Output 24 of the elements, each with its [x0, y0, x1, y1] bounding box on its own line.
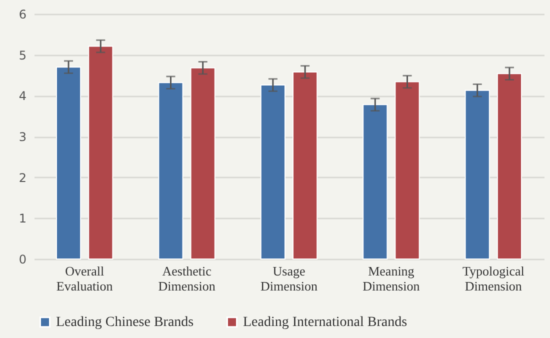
x-tick-label: Aesthetic Dimension [158, 264, 216, 294]
x-tick-label: Usage Dimension [260, 264, 318, 294]
x-tick-label: Meaning Dimension [362, 264, 420, 294]
y-tick-label: 6 [18, 8, 26, 22]
y-tick-label: 1 [18, 212, 26, 226]
bar [88, 46, 114, 260]
y-tick-label: 2 [18, 170, 26, 185]
y-tick-label: 0 [18, 252, 26, 266]
bar [496, 73, 522, 260]
y-tick-label: 4 [18, 89, 26, 104]
bar [292, 71, 318, 260]
legend-label: Leading International Brands [243, 315, 408, 330]
bar [362, 104, 388, 260]
x-tick-label: Typological Dimension [462, 264, 525, 294]
bar [260, 84, 286, 260]
y-tick-label: 3 [18, 130, 26, 144]
bar [56, 66, 82, 260]
bar [158, 82, 184, 260]
legend-label: Leading Chinese Brands [56, 315, 194, 330]
bar [464, 90, 490, 260]
x-tick-label: Overall Evaluation [56, 264, 114, 294]
bar [394, 81, 420, 260]
bar [190, 67, 216, 260]
y-tick-label: 5 [18, 48, 26, 62]
